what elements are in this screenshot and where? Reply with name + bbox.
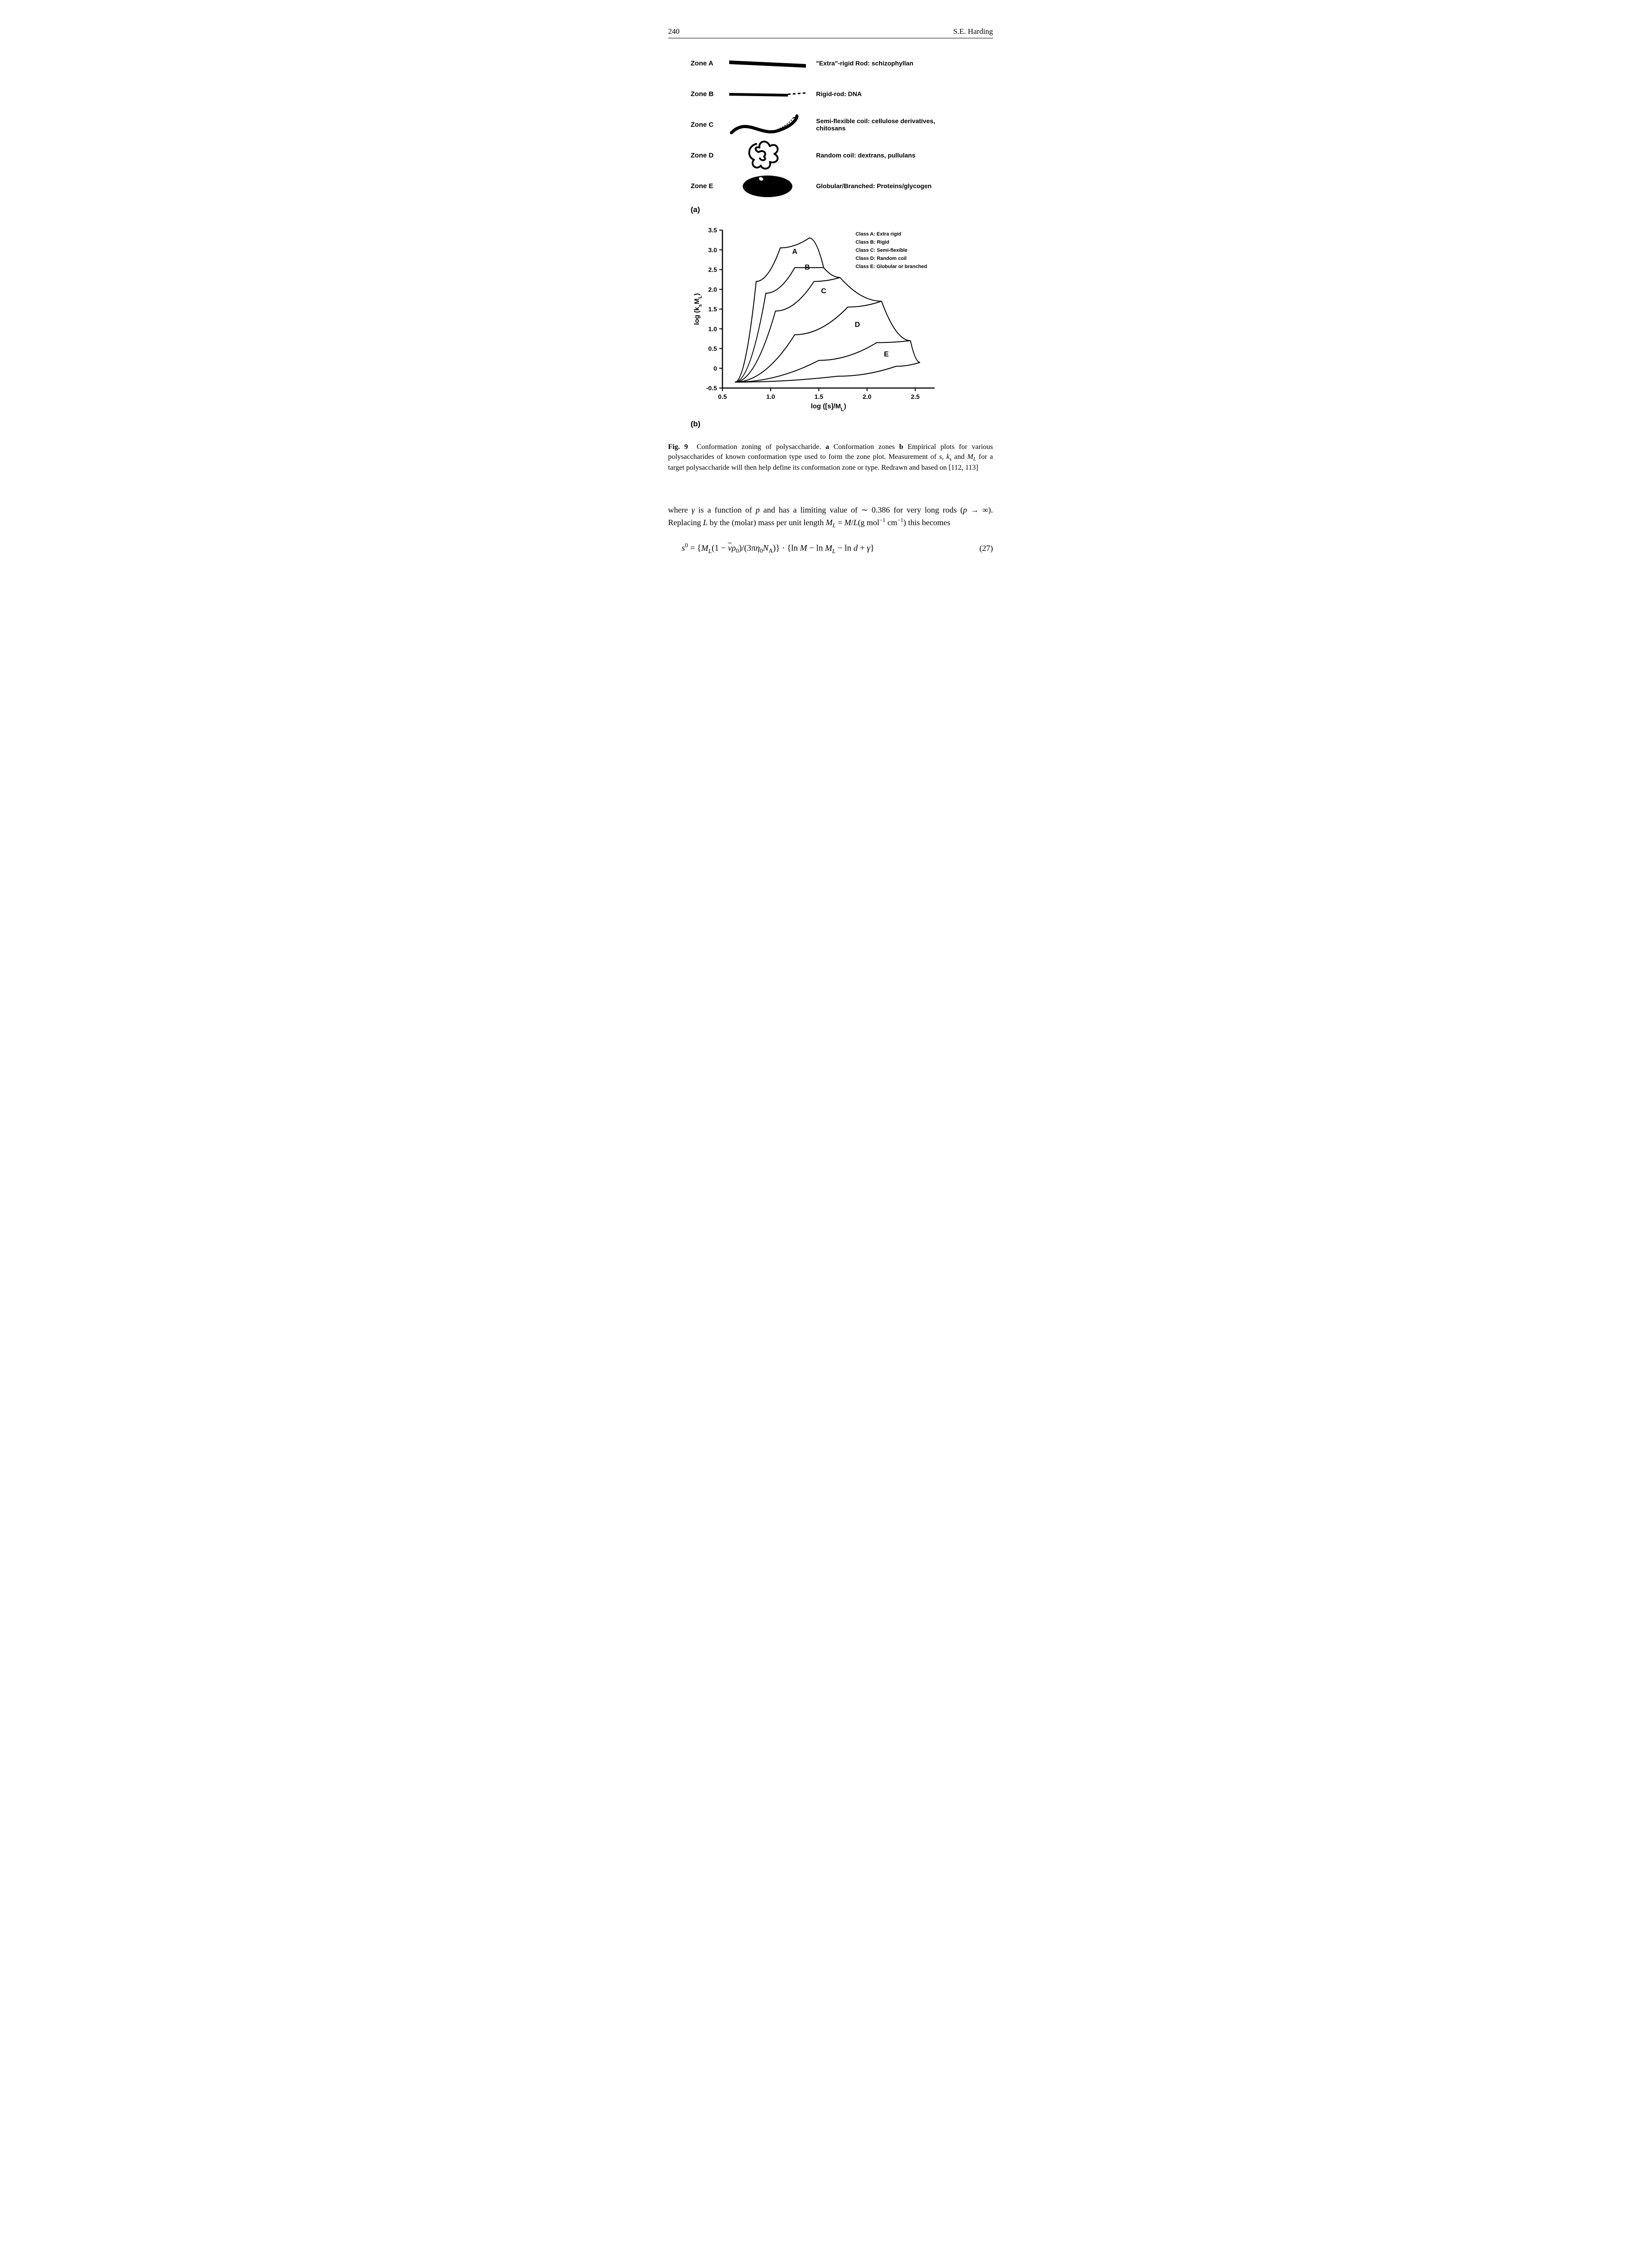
svg-text:-0.5: -0.5 (706, 384, 717, 392)
zone-row: Zone E Globular/Branched: Proteins/glyco… (691, 175, 993, 197)
zone-label: Zone C (691, 121, 727, 129)
svg-text:Class A: Extra rigid: Class A: Extra rigid (856, 231, 901, 237)
zone-row: Zone A "Extra"-rigid Rod: schizophyllan (691, 52, 993, 74)
svg-text:B: B (805, 264, 810, 272)
zone-desc: "Extra"-rigid Rod: schizophyllan (816, 60, 914, 67)
svg-text:A: A (792, 248, 797, 256)
figure-panel-a: Zone A "Extra"-rigid Rod: schizophyllan … (691, 52, 993, 214)
svg-text:E: E (884, 351, 888, 358)
conformation-zone-chart: 0.5 1.0 1.5 2.0 2.5 -0.5 0 0.5 1.0 1.5 2.0 2.5 3.0 3.… (691, 223, 944, 413)
panel-b-label: (b) (691, 420, 993, 429)
zone-shape-rigid-icon (727, 83, 808, 105)
svg-text:1.0: 1.0 (766, 393, 775, 400)
zone-desc: Globular/Branched: Proteins/glycogen (816, 182, 932, 190)
zone-label: Zone E (691, 182, 727, 190)
zone-shape-random-coil-icon (727, 144, 808, 166)
zone-row: Zone C Semi-flexible coil: cellulose der… (691, 113, 993, 136)
svg-text:2.0: 2.0 (708, 286, 717, 293)
svg-text:Class E: Globular or branched: Class E: Globular or branched (856, 264, 927, 269)
svg-text:0: 0 (713, 365, 717, 372)
zone-label: Zone B (691, 90, 727, 98)
svg-text:log (ksML): log (ksML) (693, 293, 703, 325)
svg-text:2.5: 2.5 (911, 393, 920, 400)
svg-text:C: C (821, 287, 826, 295)
zone-label: Zone D (691, 152, 727, 159)
panel-a-label: (a) (691, 205, 993, 214)
figure-panel-b: 0.5 1.0 1.5 2.0 2.5 -0.5 0 0.5 1.0 1.5 2.0 2.5 3.0 3.… (691, 223, 993, 429)
zone-shape-extra-rigid-icon (727, 52, 808, 74)
zone-row: Zone B Rigid-rod: DNA (691, 83, 993, 105)
equation-row: s0 = {ML(1 − vρ0)/(3πη0NA)} · {ln M − ln… (668, 542, 993, 555)
zone-label: Zone A (691, 60, 727, 67)
zone-desc: Semi-flexible coil: cellulose derivative… (816, 117, 961, 132)
body-paragraph: where γ is a function of p and has a lim… (668, 504, 993, 529)
equation-number: (27) (966, 544, 993, 553)
zone-desc: Rigid-rod: DNA (816, 90, 862, 97)
zone-shape-semiflexible-icon (727, 113, 808, 136)
svg-text:1.5: 1.5 (814, 393, 823, 400)
svg-text:0.5: 0.5 (718, 393, 727, 400)
svg-text:Class B: Rigid: Class B: Rigid (856, 240, 889, 245)
svg-text:2.5: 2.5 (708, 266, 717, 273)
svg-text:Class D: Random coil: Class D: Random coil (856, 256, 907, 261)
svg-text:3.5: 3.5 (708, 227, 717, 234)
zone-row: Zone D Random coil: dextrans, pullulans (691, 144, 993, 166)
svg-text:2.0: 2.0 (862, 393, 871, 400)
svg-text:1.0: 1.0 (708, 325, 717, 333)
figure-caption: Fig. 9 Conformation zoning of polysaccha… (668, 442, 993, 472)
running-author: S.E. Harding (953, 27, 993, 36)
equation-27: s0 = {ML(1 − vρ0)/(3πη0NA)} · {ln M − ln… (668, 542, 966, 555)
svg-text:log ([s]/ML): log ([s]/ML) (810, 402, 846, 412)
svg-text:3.0: 3.0 (708, 246, 717, 254)
svg-text:Class C: Semi-flexible: Class C: Semi-flexible (856, 248, 907, 253)
page-number: 240 (668, 27, 680, 36)
svg-text:D: D (855, 321, 860, 328)
svg-text:0.5: 0.5 (708, 345, 717, 352)
svg-text:1.5: 1.5 (708, 305, 717, 313)
zone-desc: Random coil: dextrans, pullulans (816, 152, 916, 159)
zone-shape-globular-icon (727, 175, 808, 197)
